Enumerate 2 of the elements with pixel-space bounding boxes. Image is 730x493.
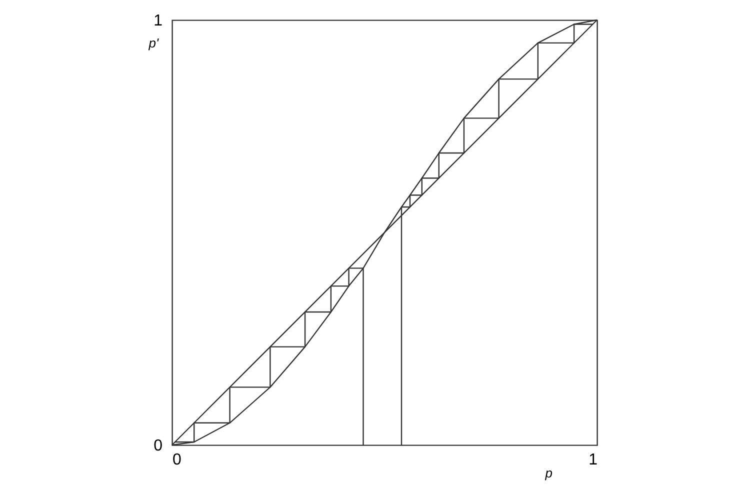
- y-axis-title: p': [148, 36, 160, 50]
- x-axis-title: p: [544, 466, 552, 480]
